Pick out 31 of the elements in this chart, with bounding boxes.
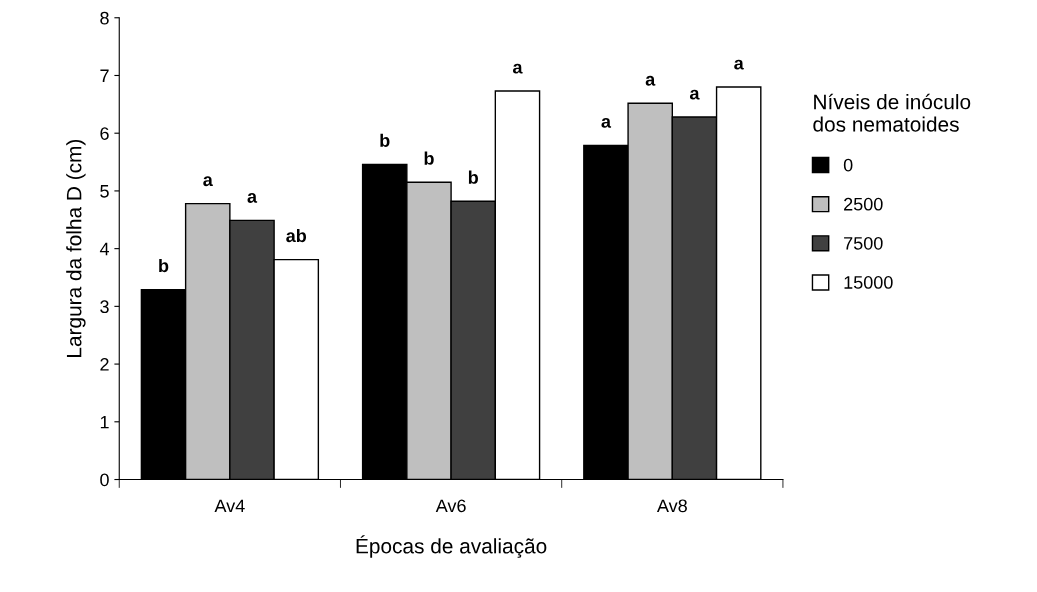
y-tick-label: 5 — [100, 185, 109, 198]
data-label: b — [159, 258, 169, 273]
data-label: b — [380, 133, 390, 147]
data-label: ab — [286, 228, 307, 243]
x-tick-label: Av4 — [214, 499, 245, 513]
data-label: a — [601, 117, 612, 128]
legend-label: 15000 — [844, 276, 893, 289]
x-tick-label: Av6 — [435, 499, 466, 513]
x-tick-label: Av8 — [656, 499, 687, 513]
legend-title: Níveis de inóculo dos nematoides — [813, 93, 971, 132]
y-tick-label: 2 — [100, 358, 109, 371]
legend-label: 2500 — [844, 197, 883, 211]
y-tick-label: 8 — [100, 11, 109, 25]
data-label: a — [645, 75, 656, 86]
y-tick-label: 1 — [100, 415, 109, 429]
y-tick-label: 6 — [100, 127, 109, 140]
data-label: a — [247, 193, 258, 203]
x-axis-title: Épocas de avaliação — [356, 535, 547, 558]
data-label: a — [689, 89, 700, 100]
data-label: b — [424, 151, 434, 165]
y-axis-title: Largura da folha D (cm) — [66, 139, 86, 357]
y-tick-label: 3 — [100, 300, 109, 314]
data-label: a — [203, 176, 213, 187]
legend-label: 7500 — [844, 236, 883, 250]
y-tick-label: 7 — [100, 69, 109, 83]
data-label: a — [512, 63, 523, 74]
legend-label: 0 — [843, 158, 853, 172]
y-tick-label: 4 — [99, 242, 110, 256]
data-label: a — [734, 59, 744, 70]
y-tick-label: 0 — [100, 473, 109, 487]
data-label: b — [468, 170, 478, 184]
